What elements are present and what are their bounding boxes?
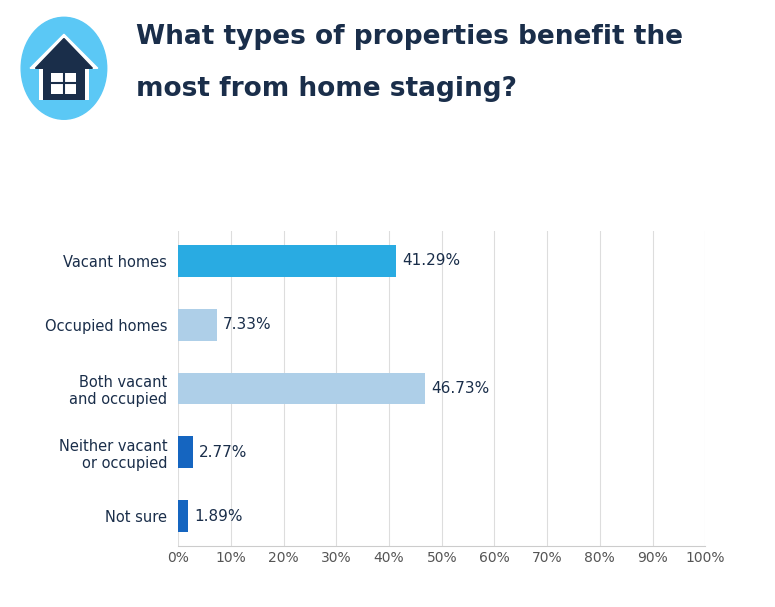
Bar [178, 373, 425, 404]
Text: What types of properties benefit the: What types of properties benefit the [136, 24, 683, 50]
Text: 2.77%: 2.77% [199, 445, 247, 459]
Bar [178, 309, 217, 341]
Text: 46.73%: 46.73% [431, 381, 489, 396]
FancyBboxPatch shape [39, 66, 89, 100]
FancyBboxPatch shape [43, 67, 85, 100]
Polygon shape [36, 38, 92, 68]
Bar [178, 436, 193, 468]
Text: 1.89%: 1.89% [195, 509, 243, 523]
Bar [178, 500, 188, 532]
Circle shape [21, 17, 107, 119]
FancyBboxPatch shape [51, 72, 77, 93]
Bar [178, 245, 396, 277]
Polygon shape [30, 34, 98, 68]
Text: 41.29%: 41.29% [402, 254, 460, 268]
Text: 7.33%: 7.33% [223, 317, 272, 332]
Text: most from home staging?: most from home staging? [136, 76, 517, 102]
